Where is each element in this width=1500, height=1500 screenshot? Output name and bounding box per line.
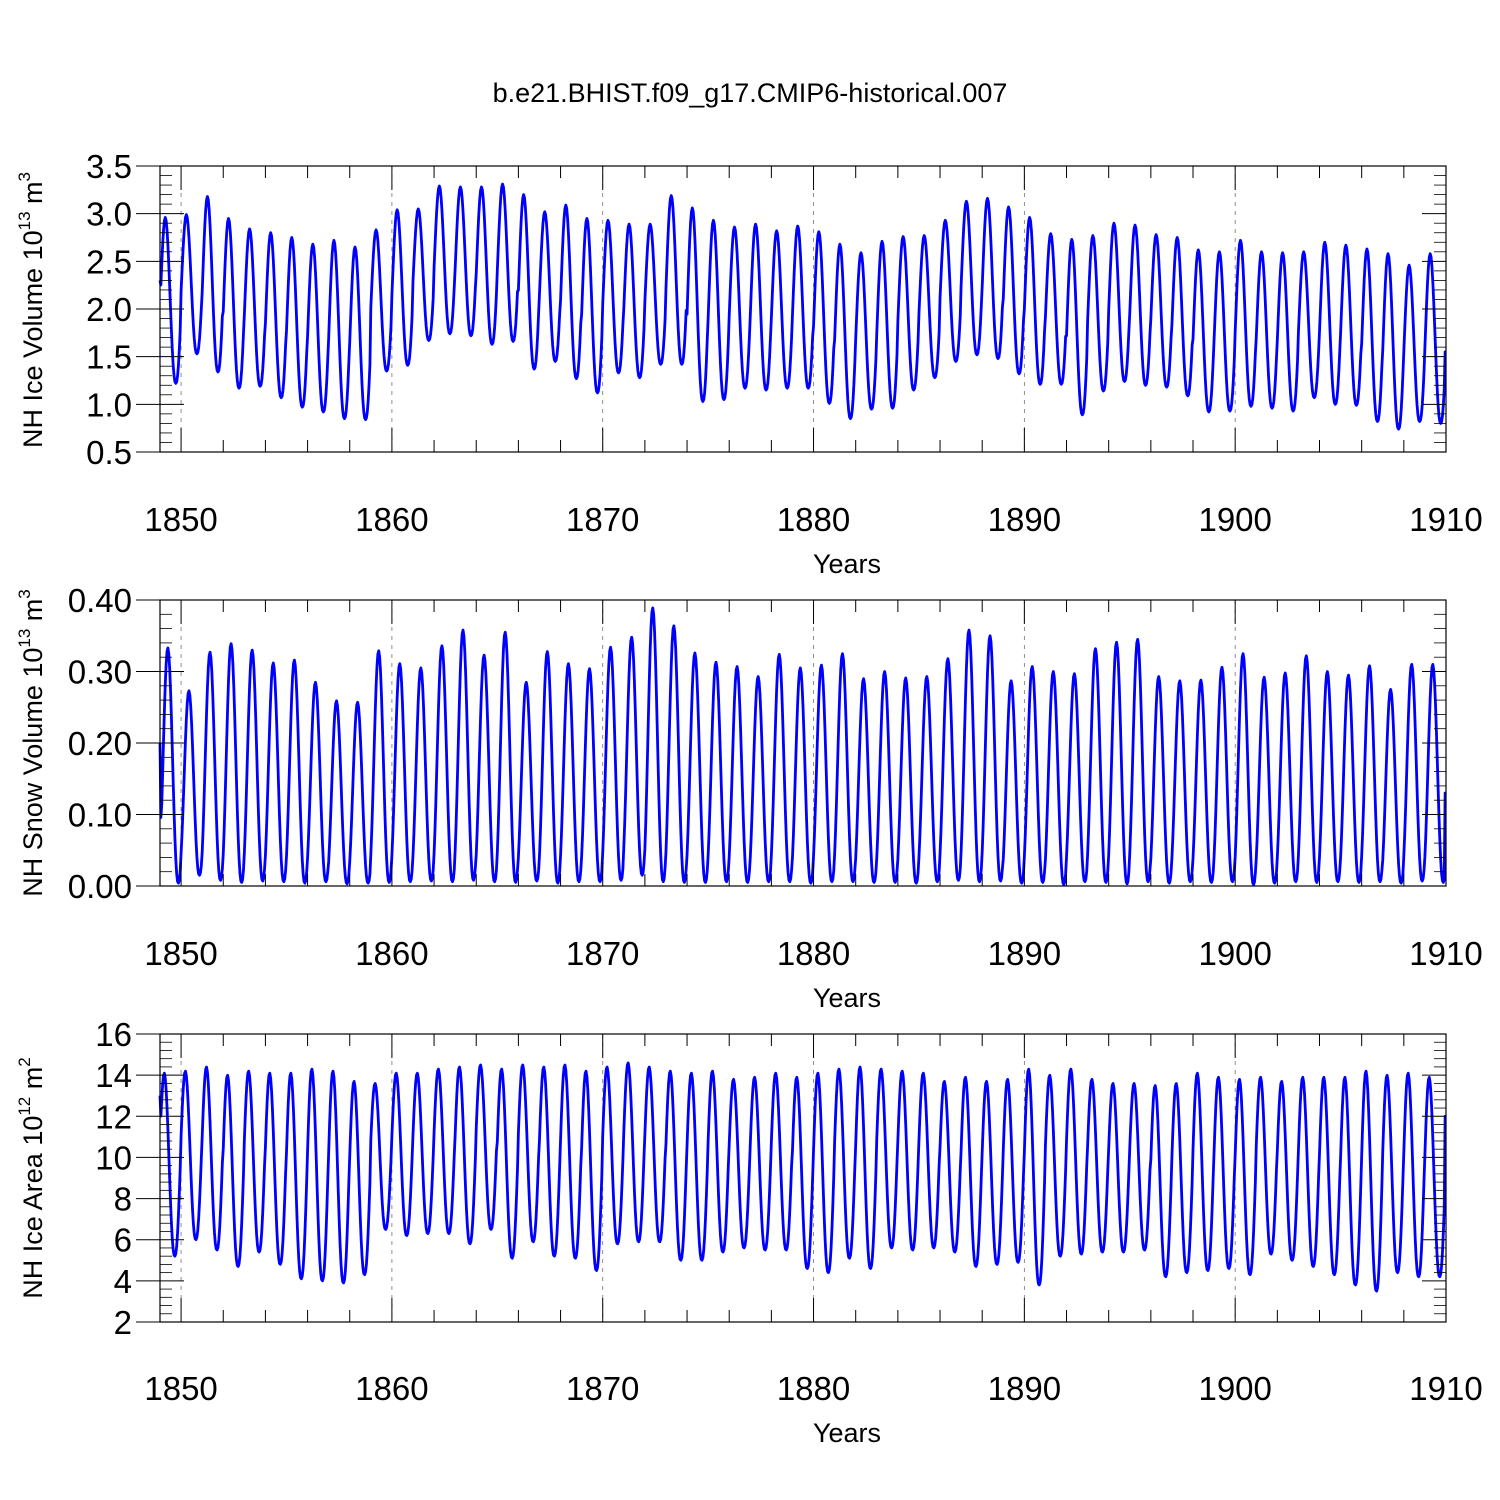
y-axis-title-main: NH Ice Area 10: [18, 1116, 48, 1299]
y-tick-label: 2.5: [86, 243, 132, 280]
x-tick-label: 1890: [988, 1370, 1061, 1407]
x-tick-label: 1860: [355, 501, 428, 538]
x-tick-label: 1890: [988, 501, 1061, 538]
y-tick-label: 0.30: [68, 654, 132, 691]
y-tick-label: 3.5: [86, 148, 132, 185]
y-axis-title-unit-exp: 3: [15, 589, 34, 598]
y-tick-label: 0.5: [86, 434, 132, 471]
x-tick-label: 1910: [1409, 501, 1482, 538]
panel-nh-snow-volume: 1850 1860 1870 1880 1890 1900 1910 Years 0.00 0.1…: [15, 582, 1483, 1013]
y-tick-label: 6: [114, 1222, 132, 1259]
y-tick-label: 0.40: [68, 582, 132, 619]
y-axis-title: NH Ice Area 1012 m2: [15, 1057, 48, 1298]
x-tick-label: 1900: [1198, 501, 1271, 538]
figure-title: b.e21.BHIST.f09_g17.CMIP6-historical.007: [493, 78, 1008, 108]
y-tick-label: 0.00: [68, 868, 132, 905]
y-tick-label: 1.0: [86, 386, 132, 423]
y-axis-title-exp: 12: [15, 1097, 34, 1116]
y-tick-label: 2: [114, 1304, 132, 1341]
y-axis-title-unit: m: [18, 1067, 48, 1097]
y-tick-label: 16: [95, 1016, 132, 1053]
x-tick-label: 1870: [566, 501, 639, 538]
x-axis-title: Years: [813, 983, 881, 1013]
x-tick-label: 1870: [566, 1370, 639, 1407]
x-axis-title: Years: [813, 1418, 881, 1448]
series-line-nh-ice-area: [158, 1061, 1447, 1293]
y-axis-title-main: NH Ice Volume 10: [18, 230, 48, 448]
y-axis-title: NH Snow Volume 1013 m3: [15, 589, 48, 897]
y-tick-label: 12: [95, 1098, 132, 1135]
y-tick-label: 8: [114, 1181, 132, 1218]
y-axis-title-unit: m: [18, 599, 48, 629]
panel-nh-ice-area: 1850 1860 1870 1880 1890 1900 1910 Years 2 4 6 8 10 1…: [15, 1016, 1483, 1448]
x-tick-label: 1850: [144, 935, 217, 972]
y-axis-title-unit: m: [18, 181, 48, 211]
y-tick-label: 14: [95, 1057, 132, 1094]
x-tick-label: 1850: [144, 501, 217, 538]
x-tick-label: 1900: [1198, 1370, 1271, 1407]
x-axis-title: Years: [813, 549, 881, 579]
y-tick-label: 0.10: [68, 797, 132, 834]
y-axis-title-exp: 13: [15, 629, 34, 648]
x-tick-label: 1870: [566, 935, 639, 972]
y-tick-label: 3.0: [86, 196, 132, 233]
series-line-nh-ice-volume: [158, 182, 1447, 431]
y-axis-title-unit-exp: 2: [15, 1057, 34, 1066]
plot-frame: [159, 1033, 1447, 1323]
panel-nh-ice-volume: 1850 1860 1870 1880 1890 1900 1910 Years 0.5 1.0 1…: [15, 148, 1483, 579]
y-tick-label: 4: [114, 1263, 132, 1300]
y-tick-label: 2.0: [86, 291, 132, 328]
y-axis-title-main: NH Snow Volume 10: [18, 648, 48, 897]
x-tick-label: 1910: [1409, 935, 1482, 972]
x-tick-label: 1880: [777, 501, 850, 538]
y-tick-label: 10: [95, 1139, 132, 1176]
x-tick-label: 1860: [355, 935, 428, 972]
y-tick-label: 1.5: [86, 339, 132, 376]
x-tick-label: 1910: [1409, 1370, 1482, 1407]
y-axis-title: NH Ice Volume 1013 m3: [15, 172, 48, 448]
x-tick-label: 1890: [988, 935, 1061, 972]
x-tick-label: 1880: [777, 935, 850, 972]
y-axis-title-unit-exp: 3: [15, 172, 34, 181]
x-tick-label: 1900: [1198, 935, 1271, 972]
panels: 1850 1860 1870 1880 1890 1900 1910 Years 0.5 1.0 1…: [15, 148, 1483, 1448]
x-tick-label: 1880: [777, 1370, 850, 1407]
series-line-nh-snow-volume: [158, 606, 1447, 886]
x-tick-label: 1860: [355, 1370, 428, 1407]
x-tick-label: 1850: [144, 1370, 217, 1407]
y-tick-label: 0.20: [68, 725, 132, 762]
y-axis-title-exp: 13: [15, 211, 34, 230]
